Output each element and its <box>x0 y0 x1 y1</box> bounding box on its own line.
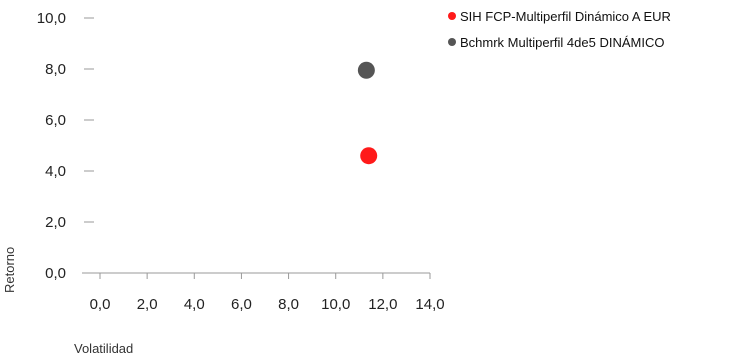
legend-label-benchmark: Bchmrk Multiperfil 4de5 DINÁMICO <box>460 34 665 50</box>
x-tick-label: 14,0 <box>415 296 444 313</box>
y-tick-label: 2,0 <box>45 214 66 231</box>
x-tick-label: 10,0 <box>321 296 350 313</box>
data-point-benchmark <box>357 61 375 79</box>
axes: 0,0 2,0 4,0 6,0 8,0 10,0 0,0 2,0 4,0 6,0 8,0 10,0 12… <box>37 10 445 313</box>
y-tick-label: 4,0 <box>45 163 66 180</box>
legend-item-benchmark: Bchmrk Multiperfil 4de5 DINÁMICO <box>448 32 671 52</box>
x-tick-label: 8,0 <box>278 296 299 313</box>
y-axis-title: Retorno <box>2 246 17 293</box>
data-point-fund <box>360 147 378 165</box>
legend-swatch-fund <box>448 12 456 20</box>
legend: SIH FCP-Multiperfil Dinámico A EUR Bchmr… <box>448 6 671 58</box>
x-tick-label: 12,0 <box>368 296 397 313</box>
data-points <box>357 61 378 165</box>
legend-item-fund: SIH FCP-Multiperfil Dinámico A EUR <box>448 6 671 26</box>
x-tick-label: 6,0 <box>231 296 252 313</box>
y-tick-label: 10,0 <box>37 10 66 27</box>
y-tick-label: 8,0 <box>45 61 66 78</box>
x-tick-label: 2,0 <box>137 296 158 313</box>
y-tick-label: 6,0 <box>45 112 66 129</box>
x-tick-label: 0,0 <box>90 296 111 313</box>
x-tick-label: 4,0 <box>184 296 205 313</box>
legend-swatch-benchmark <box>448 38 456 46</box>
legend-label-fund: SIH FCP-Multiperfil Dinámico A EUR <box>460 8 671 24</box>
y-tick-label: 0,0 <box>45 265 66 282</box>
x-axis-title: Volatilidad <box>74 341 134 356</box>
